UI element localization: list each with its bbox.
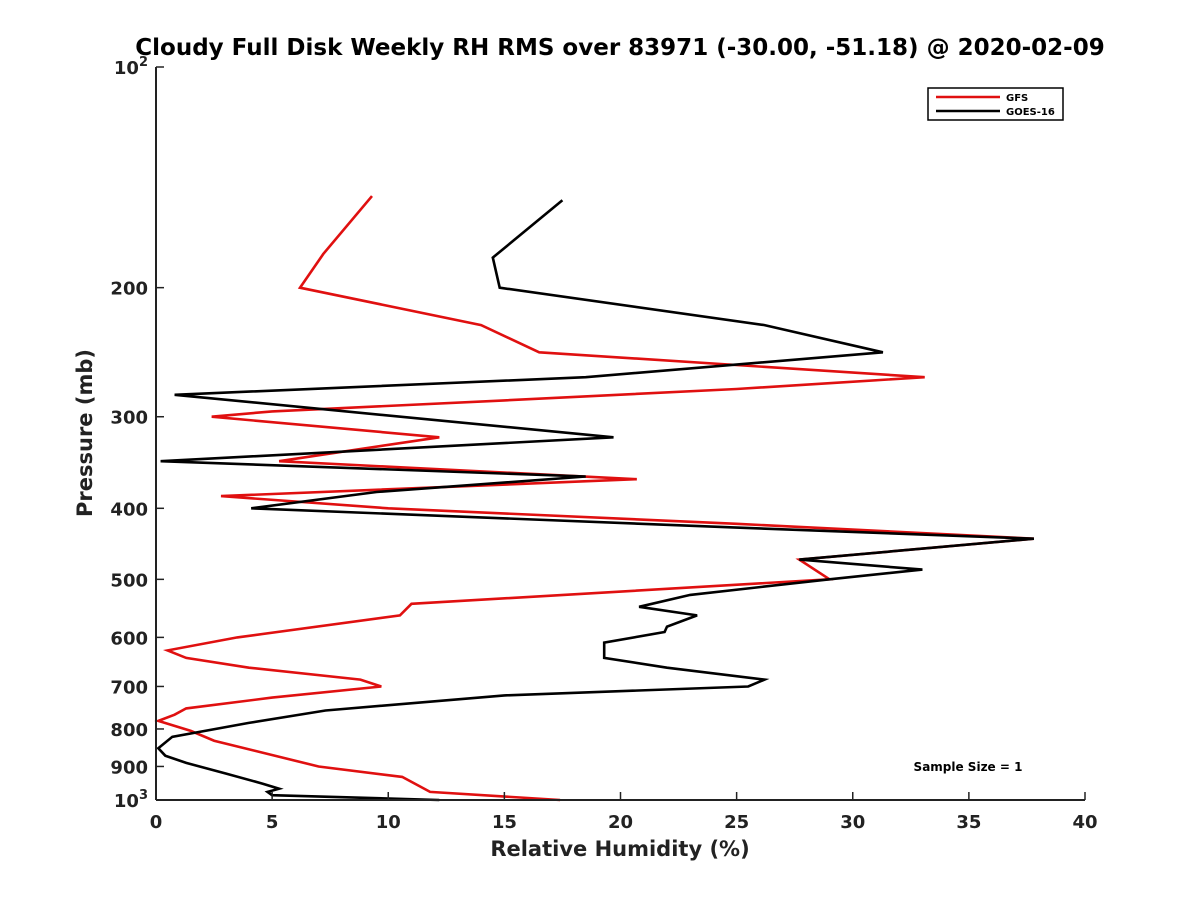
- x-axis-label: Relative Humidity (%): [490, 837, 749, 861]
- x-tick-label: 15: [492, 812, 517, 833]
- y-tick-label: 103: [114, 788, 148, 812]
- x-tick-label: 25: [724, 812, 749, 833]
- y-tick-label: 900: [110, 757, 148, 778]
- y-tick-label: 800: [110, 720, 148, 741]
- x-tick-label: 20: [608, 812, 633, 833]
- y-tick-label: 400: [110, 499, 148, 520]
- x-tick-label: 10: [376, 812, 401, 833]
- legend: GFS GOES-16: [927, 87, 1064, 121]
- legend-label-gfs: GFS: [1006, 93, 1028, 104]
- x-tick-label: 5: [266, 812, 279, 833]
- y-tick-label: 600: [110, 628, 148, 649]
- y-axis-label: Pressure (mb): [73, 349, 97, 517]
- series-line-goes-16: [156, 199, 1035, 802]
- x-tick-label: 30: [840, 812, 865, 833]
- y-tick-label: 500: [110, 570, 148, 591]
- series-layer: [154, 195, 1035, 802]
- legend-box: [927, 87, 1064, 121]
- y-tick-label: 102: [114, 55, 148, 79]
- y-tick-label: 300: [110, 408, 148, 429]
- y-tick-label: 700: [110, 677, 148, 698]
- x-tick-label: 35: [956, 812, 981, 833]
- x-tick-label: 0: [150, 812, 163, 833]
- sample-size-annotation: Sample Size = 1: [914, 760, 1023, 774]
- y-tick-label: 200: [110, 279, 148, 300]
- legend-label-goes-16: GOES-16: [1006, 107, 1055, 118]
- x-tick-label: 40: [1072, 812, 1097, 833]
- chart-title: Cloudy Full Disk Weekly RH RMS over 8397…: [135, 35, 1104, 61]
- axes-layer: 0 5 10 15 20 25 30 35 40 102 200 300 400 500 600 700 800…: [110, 55, 1097, 833]
